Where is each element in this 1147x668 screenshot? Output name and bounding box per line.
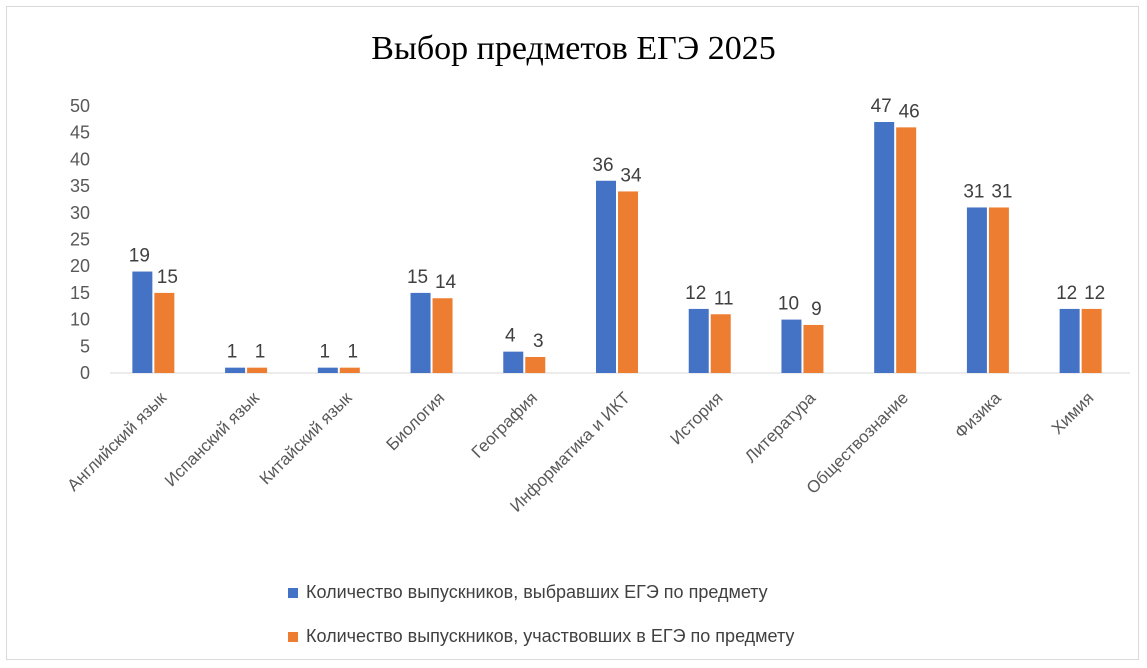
y-tick-label: 50 xyxy=(70,96,90,116)
chart-title: Выбор предметов ЕГЭ 2025 xyxy=(371,30,776,67)
legend-swatch-series-2 xyxy=(288,631,298,642)
category-label: Биология xyxy=(382,388,448,454)
chart-frame xyxy=(6,6,1139,660)
category-label: Химия xyxy=(1048,388,1098,438)
data-label-series-2: 3 xyxy=(533,331,544,352)
bar-series-2 xyxy=(803,324,824,373)
data-label-series-2: 31 xyxy=(991,181,1012,202)
bar-series-2 xyxy=(247,367,268,373)
category-label: Обществознание xyxy=(803,388,912,497)
bar-series-2 xyxy=(525,356,546,373)
data-label-series-1: 1 xyxy=(227,342,238,363)
data-label-series-1: 15 xyxy=(407,267,428,288)
data-label-series-1: 12 xyxy=(1056,283,1077,304)
bar-series-1 xyxy=(781,319,802,373)
legend-item-series-2: Количество выпускников, участвовших в ЕГ… xyxy=(288,626,794,647)
y-tick-label: 0 xyxy=(80,363,90,383)
y-tick-label: 15 xyxy=(70,283,90,303)
y-tick-label: 40 xyxy=(70,149,90,169)
y-tick-label: 20 xyxy=(70,256,90,276)
legend-item-series-1: Количество выпускников, выбравших ЕГЭ по… xyxy=(288,582,768,603)
bar-series-1 xyxy=(225,367,246,373)
data-label-series-1: 1 xyxy=(320,342,331,363)
legend-label-series-2: Количество выпускников, участвовших в ЕГ… xyxy=(306,626,795,646)
y-tick-label: 10 xyxy=(70,310,90,330)
bar-series-2 xyxy=(710,314,731,373)
bar-series-2 xyxy=(339,367,360,373)
bar-series-2 xyxy=(432,298,453,373)
category-label: Испанский язык xyxy=(161,388,263,490)
data-label-series-1: 4 xyxy=(505,326,516,347)
data-label-series-2: 1 xyxy=(255,342,266,363)
category-label: Китайский язык xyxy=(256,388,356,488)
y-tick-label: 5 xyxy=(80,336,90,356)
bar-series-2 xyxy=(896,127,917,373)
data-label-series-1: 12 xyxy=(685,283,706,304)
category-label: Физика xyxy=(951,388,1005,442)
bar-series-2 xyxy=(1081,308,1102,373)
category-label: Английский язык xyxy=(64,388,171,495)
data-label-series-2: 1 xyxy=(348,342,359,363)
data-label-series-2: 9 xyxy=(811,299,822,320)
data-label-series-2: 12 xyxy=(1084,283,1105,304)
data-label-series-2: 46 xyxy=(899,101,920,122)
bar-series-1 xyxy=(596,180,616,373)
bar-series-1 xyxy=(503,351,524,373)
bar-series-2 xyxy=(154,292,175,373)
bar-series-1 xyxy=(132,271,153,373)
data-label-series-1: 19 xyxy=(129,246,150,267)
category-label: География xyxy=(468,388,541,461)
y-tick-label: 45 xyxy=(70,123,90,143)
bar-series-1 xyxy=(966,207,987,373)
legend-label-series-1: Количество выпускников, выбравших ЕГЭ по… xyxy=(306,582,768,602)
bar-series-1 xyxy=(688,308,709,373)
data-label-series-2: 15 xyxy=(157,267,178,288)
bar-series-1 xyxy=(1059,308,1080,373)
data-label-series-1: 31 xyxy=(963,181,984,202)
y-tick-label: 35 xyxy=(70,176,90,196)
bar-series-2 xyxy=(988,207,1009,373)
data-label-series-2: 14 xyxy=(435,272,457,293)
data-label-series-2: 11 xyxy=(714,288,734,309)
bar-series-1 xyxy=(317,367,338,373)
y-tick-label: 30 xyxy=(70,203,90,223)
data-label-series-1: 36 xyxy=(592,155,613,176)
bar-series-1 xyxy=(874,122,895,374)
legend-swatch-series-1 xyxy=(288,587,298,598)
bar-series-1 xyxy=(410,292,431,373)
data-label-series-1: 10 xyxy=(778,294,799,315)
data-label-series-2: 34 xyxy=(620,165,642,186)
y-tick-label: 25 xyxy=(70,230,90,250)
category-label: История xyxy=(666,388,726,448)
data-label-series-1: 47 xyxy=(871,96,892,117)
bar-series-2 xyxy=(618,191,638,373)
category-label: Литература xyxy=(741,388,819,466)
